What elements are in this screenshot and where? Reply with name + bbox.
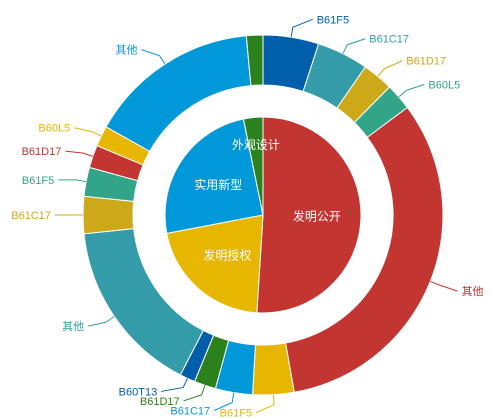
inner-slice-1[interactable] — [166, 214, 264, 314]
inner-label-3: 外观设计 — [232, 138, 280, 152]
label-layer: B61F5B61C17B61D17B60L5其他B61F5B61C17B61D1… — [11, 14, 483, 418]
leader-line-b61f5-0 — [290, 18, 313, 38]
outer-label-b61c17-1: B61C17 — [369, 34, 409, 46]
leader-line-b61f5-5 — [255, 394, 275, 414]
inner-label-0: 发明公开 — [293, 209, 341, 224]
outer-ring — [82, 34, 444, 396]
leader-line-slice-4 — [430, 280, 458, 292]
outer-label-b61f5-0: B61F5 — [317, 14, 349, 26]
leader-line-b61c17-1 — [342, 38, 366, 54]
outer-label-slice-14: 其他 — [116, 44, 138, 57]
outer-slice-b61c17-10[interactable] — [82, 195, 135, 235]
outer-label-b60t13-8: B60T13 — [119, 386, 158, 398]
outer-label-b60l5-3: B60L5 — [428, 79, 460, 91]
leader-line-b61d17-7 — [183, 385, 206, 402]
leader-line-b60t13-8 — [161, 378, 188, 392]
leader-line-slice-14 — [141, 49, 166, 65]
leader-line-b61f5-11 — [58, 179, 87, 183]
outer-label-b61c17-10: B61C17 — [11, 210, 51, 222]
leader-line-b60l5-13 — [74, 127, 102, 137]
leader-line-slice-9 — [87, 316, 115, 327]
outer-label-b61f5-5: B61F5 — [220, 408, 252, 418]
inner-label-1: 发明授权 — [203, 247, 251, 262]
outer-label-slice-4: 其他 — [462, 285, 484, 298]
inner-label-2: 实用新型 — [194, 177, 242, 192]
leader-line-b61c17-6 — [213, 392, 235, 411]
inner-slice-0[interactable] — [256, 116, 362, 314]
outer-slice-slice-4[interactable] — [284, 106, 444, 393]
outer-label-slice-9: 其他 — [62, 320, 84, 333]
outer-label-b61d17-2: B61D17 — [406, 56, 446, 68]
leader-line-b61d17-12 — [65, 150, 93, 157]
outer-label-b61f5-11: B61F5 — [22, 175, 54, 187]
inner-pie — [164, 116, 362, 314]
leader-line-b60l5-3 — [398, 83, 425, 98]
leader-line-b61d17-2 — [377, 60, 403, 77]
outer-label-b61c17-6: B61C17 — [170, 405, 210, 417]
inner-slice-2[interactable] — [164, 118, 264, 234]
inner-slice-3[interactable] — [242, 116, 264, 216]
outer-slice-slice-15[interactable] — [245, 34, 264, 87]
outer-label-b61d17-12: B61D17 — [22, 146, 62, 158]
outer-label-b61d17-7: B61D17 — [140, 396, 180, 408]
outer-label-b60l5-13: B60L5 — [38, 123, 70, 135]
